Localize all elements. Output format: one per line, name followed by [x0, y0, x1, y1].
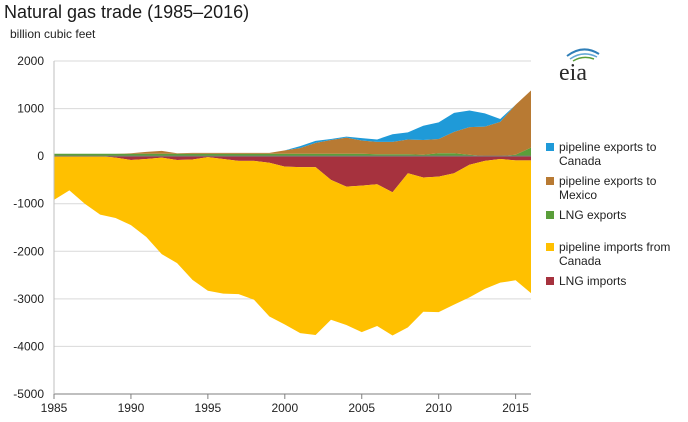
legend-label: Mexico	[559, 188, 598, 202]
x-tick-label: 2015	[502, 401, 529, 415]
legend-item: pipeline exports to Mexico	[546, 174, 686, 202]
legend-swatch	[546, 177, 554, 185]
legend-label: Canada	[559, 154, 602, 168]
y-tick-label: -1000	[13, 197, 44, 211]
legend-label: Canada	[559, 254, 602, 268]
series-area-pipeline-exports-to-canada	[54, 90, 531, 154]
x-tick-label: 1985	[41, 401, 68, 415]
y-tick-label: 1000	[17, 102, 44, 116]
legend-item: LNG exports	[546, 208, 686, 222]
y-tick-label: -3000	[13, 292, 44, 306]
legend-swatch	[546, 143, 554, 151]
x-tick-label: 1995	[195, 401, 222, 415]
x-tick-label: 2005	[348, 401, 375, 415]
legend-item: LNG imports	[546, 274, 686, 288]
y-tick-labels: 2000 1000 0 -1000 -2000 -3000 -4000 -5000	[13, 54, 44, 401]
y-tick-label: 0	[37, 149, 44, 163]
legend-item: pipeline imports from Canada	[546, 240, 686, 268]
x-tick-labels: 1985 1990 1995 2000 2005 2010 2015	[41, 401, 530, 415]
legend-swatch	[546, 243, 554, 251]
series-area-pipeline-exports-to-mexico	[54, 90, 531, 157]
legend-label: pipeline exports to	[559, 140, 657, 154]
x-tick-label: 2010	[425, 401, 452, 415]
y-tick-label: -4000	[13, 339, 44, 353]
legend-swatch	[546, 211, 554, 219]
legend-item: pipeline exports to Canada	[546, 140, 686, 168]
legend-swatch	[546, 277, 554, 285]
axes	[53, 61, 531, 399]
legend-label: pipeline imports from	[559, 240, 671, 254]
legend-label: pipeline exports to	[559, 174, 657, 188]
x-tick-label: 2000	[271, 401, 298, 415]
chart-subtitle: billion cubic feet	[10, 27, 96, 41]
eia-logo-icon: eia	[559, 48, 600, 86]
series-area-lng-imports	[54, 156, 531, 193]
y-tick-label: 2000	[17, 54, 44, 68]
chart-legend: pipeline exports to Canada pipeline export…	[546, 140, 686, 288]
series-area-pipeline-imports-from-canada	[54, 156, 531, 336]
eia-logo: eia	[553, 42, 613, 92]
y-tick-label: -5000	[13, 387, 44, 401]
area-series	[54, 90, 531, 336]
chart-title: Natural gas trade (1985–2016)	[4, 2, 250, 22]
logo-text: eia	[559, 60, 587, 86]
series-area-lng-exports	[54, 147, 531, 157]
x-tick-label: 1990	[118, 401, 145, 415]
y-tick-label: -2000	[13, 244, 44, 258]
legend-label: LNG exports	[559, 208, 627, 222]
legend-label: LNG imports	[559, 274, 627, 288]
